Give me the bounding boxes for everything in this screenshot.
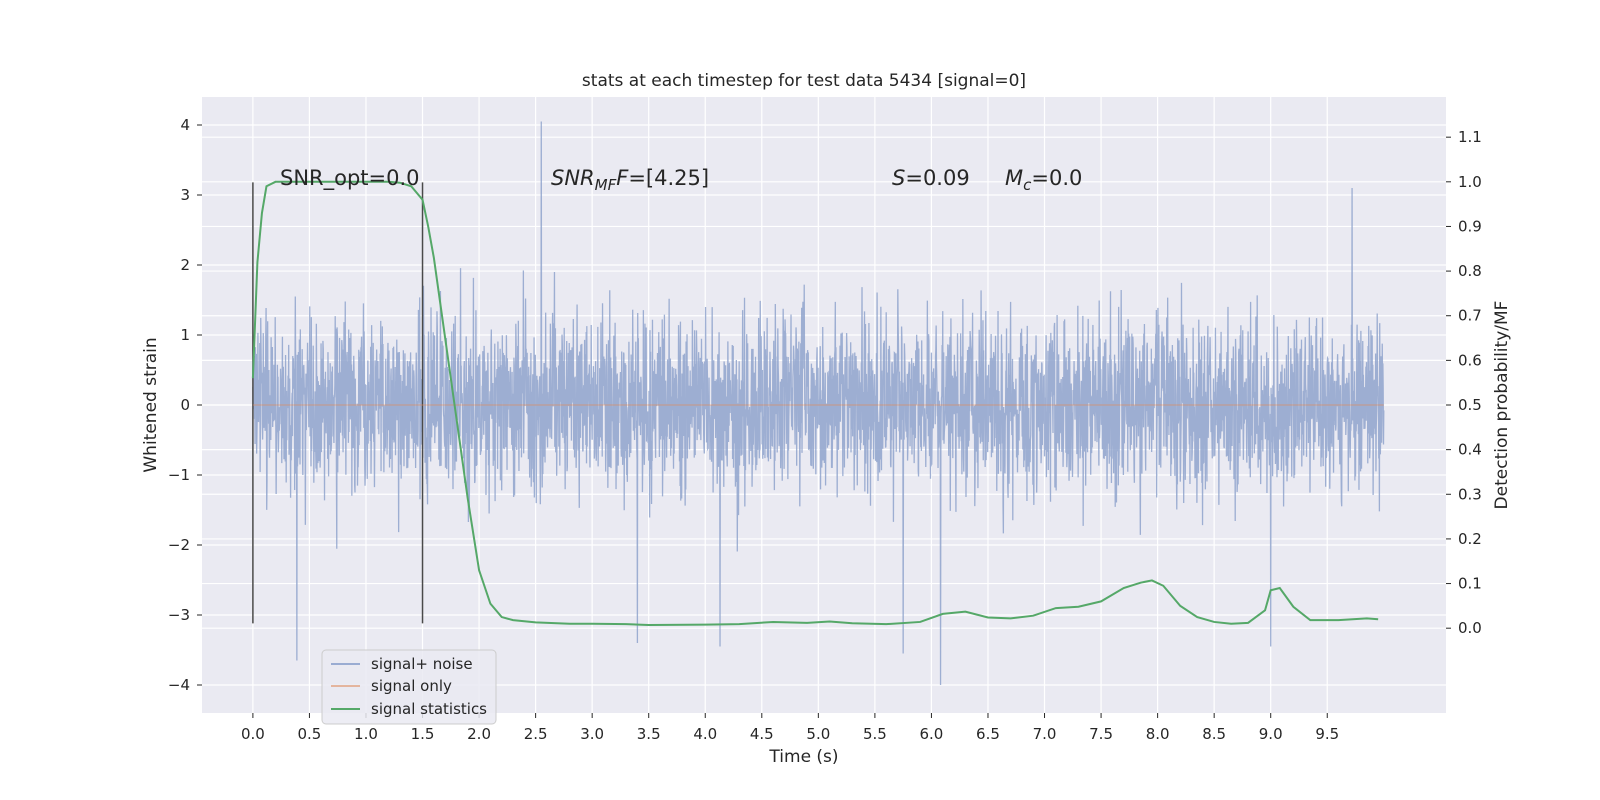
- y-axis-label: Whitened strain: [141, 337, 161, 472]
- y2-tick-label: 0.1: [1458, 575, 1482, 593]
- x-tick-label: 6.0: [920, 725, 944, 743]
- x-tick-label: 3.5: [637, 725, 661, 743]
- y2-axis-label: Detection probability/MF: [1492, 301, 1512, 510]
- y-tick-label: 2: [180, 256, 190, 274]
- x-tick-label: 8.0: [1146, 725, 1170, 743]
- annotation-snr-opt: SNR_opt=0.0: [280, 166, 420, 191]
- series-signal-noise: [252, 121, 1385, 686]
- y-tick-label: −4: [168, 676, 190, 694]
- y2-tick-label: 0.6: [1458, 351, 1482, 369]
- annotation-s: S=0.09: [892, 166, 970, 190]
- x-tick-label: 0.5: [298, 725, 322, 743]
- y-tick-label: −3: [168, 606, 190, 624]
- x-tick-label: 7.0: [1033, 725, 1057, 743]
- series-signal-noise-line: [252, 121, 1385, 686]
- annotation-snr-mf-subscript: MF: [595, 176, 617, 194]
- x-axis-ticks: 0.0 0.5 1.0 1.5 2.0 2.5 3.0 3.5 4.0 4.5 5.0 5.5 6.0 6…: [241, 713, 1339, 743]
- y-axis-ticks: 4 3 2 1 0 −1 −2 −3 −4: [168, 116, 202, 694]
- x-tick-label: 5.5: [863, 725, 887, 743]
- x-tick-label: 4.5: [750, 725, 774, 743]
- annotation-snr-mf: SNRMFF=[4.25]: [551, 166, 709, 194]
- y2-tick-label: 0.4: [1458, 441, 1482, 459]
- y2-axis-ticks: 1.1 1.0 0.9 0.8 0.7 0.6 0.5 0.4 0.3 0.2 0.1 0.0: [1446, 128, 1482, 637]
- x-tick-label: 8.5: [1202, 725, 1226, 743]
- y2-tick-label: 0.9: [1458, 217, 1482, 235]
- x-tick-label: 3.0: [580, 725, 604, 743]
- y2-tick-label: 1.0: [1458, 173, 1482, 191]
- y2-tick-label: 0.3: [1458, 485, 1482, 503]
- chart-title: stats at each timestep for test data 543…: [582, 71, 1026, 91]
- y2-tick-label: 1.1: [1458, 128, 1482, 146]
- y2-tick-label: 0.2: [1458, 530, 1482, 548]
- y2-tick-label: 0.0: [1458, 619, 1482, 637]
- y2-tick-label: 0.7: [1458, 307, 1482, 325]
- series-signal-statistics-line: [251, 180, 1379, 627]
- y-tick-label: 4: [180, 116, 190, 134]
- legend-box: [321, 649, 497, 725]
- y-tick-label: 1: [180, 326, 190, 344]
- x-tick-label: 5.0: [806, 725, 830, 743]
- annotation-snr-mf-f: F: [616, 166, 629, 190]
- x-tick-label: 1.0: [354, 725, 378, 743]
- x-tick-label: 6.5: [976, 725, 1000, 743]
- y-tick-label: 0: [180, 396, 190, 414]
- annotation-snr-mf-value: =[4.25]: [628, 166, 709, 190]
- annotation-mc-subscript: c: [1023, 176, 1032, 194]
- y-tick-label: −2: [168, 536, 190, 554]
- annotation-mc: Mc=0.0: [1005, 166, 1082, 194]
- x-tick-label: 4.0: [693, 725, 717, 743]
- x-tick-label: 7.5: [1089, 725, 1113, 743]
- x-tick-label: 9.5: [1315, 725, 1339, 743]
- x-tick-label: 2.0: [467, 725, 491, 743]
- x-axis-label: Time (s): [768, 747, 838, 767]
- x-tick-label: 9.0: [1259, 725, 1283, 743]
- annotation-snr-mf-symbol: SNR: [551, 166, 595, 190]
- legend: signal+ noise signal only signal statist…: [321, 649, 497, 725]
- y-tick-label: 3: [180, 186, 190, 204]
- y2-tick-label: 0.8: [1458, 262, 1482, 280]
- vertical-markers: [252, 182, 424, 624]
- x-tick-label: 1.5: [411, 725, 435, 743]
- x-tick-label: 2.5: [524, 725, 548, 743]
- legend-label-signal-noise: signal+ noise: [371, 655, 473, 673]
- legend-label-signal-statistics: signal statistics: [371, 700, 487, 718]
- y-tick-label: −1: [168, 466, 190, 484]
- annotation-s-value: =0.09: [905, 166, 969, 190]
- annotation-s-symbol: S: [892, 166, 905, 190]
- legend-label-signal-only: signal only: [371, 677, 452, 695]
- annotation-mc-symbol: M: [1005, 166, 1023, 190]
- y2-tick-label: 0.5: [1458, 396, 1482, 414]
- x-tick-label: 0.0: [241, 725, 265, 743]
- annotation-mc-value: =0.0: [1031, 166, 1082, 190]
